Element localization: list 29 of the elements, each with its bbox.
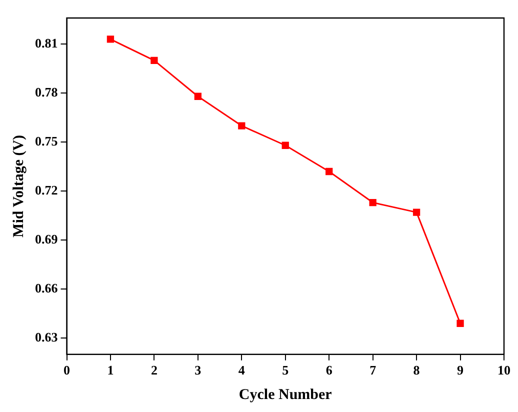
point xyxy=(194,92,202,100)
x-tick-label: 10 xyxy=(498,362,510,378)
y-tick-label: 0.72 xyxy=(35,182,58,198)
x-tick-label: 7 xyxy=(370,362,377,378)
x-tick-label: 4 xyxy=(238,362,246,378)
x-tick-label: 1 xyxy=(107,362,114,378)
x-axis-title: Cycle Number xyxy=(238,386,332,403)
x-tick-label: 8 xyxy=(413,362,420,378)
point xyxy=(456,320,464,327)
x-tick-label: 3 xyxy=(194,362,202,378)
point xyxy=(369,198,376,206)
y-tick-label: 0.69 xyxy=(35,231,58,246)
point xyxy=(282,142,289,149)
x-tick-label: 6 xyxy=(326,362,333,378)
y-tick-label: 0.81 xyxy=(35,35,58,50)
point xyxy=(150,56,158,64)
x-tick-label: 2 xyxy=(150,362,158,378)
y-tick-label: 0.78 xyxy=(35,84,58,100)
y-tick-label: 0.63 xyxy=(35,329,58,344)
y-axis-title: Mid Voltage (V) xyxy=(10,134,27,238)
point xyxy=(412,208,420,216)
y-tick-label: 0.75 xyxy=(35,133,58,148)
y-tick-label: 0.66 xyxy=(35,280,58,296)
point xyxy=(326,168,333,176)
x-tick-label: 5 xyxy=(282,362,290,378)
point xyxy=(106,36,114,43)
point xyxy=(238,122,246,130)
x-tick-label: 9 xyxy=(457,362,464,378)
x-tick-label: 0 xyxy=(64,362,70,378)
